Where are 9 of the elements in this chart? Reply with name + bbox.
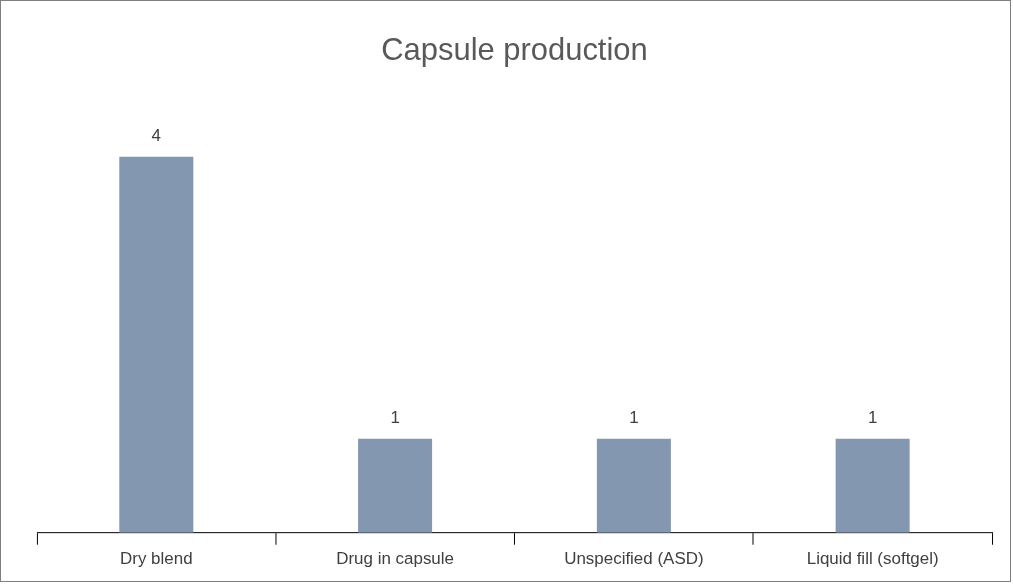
- data-label: 4: [151, 126, 162, 146]
- x-tick-label: Unspecified (ASD): [564, 548, 704, 568]
- data-label: 1: [629, 408, 639, 428]
- x-tick-label: Liquid fill (softgel): [806, 548, 939, 568]
- x-tick-label: Dry blend: [120, 548, 193, 568]
- x-tick-label: Drug in capsule: [336, 548, 454, 568]
- chart-title: Capsule production: [381, 31, 648, 67]
- data-label: 1: [390, 408, 400, 428]
- data-label: 1: [867, 408, 878, 428]
